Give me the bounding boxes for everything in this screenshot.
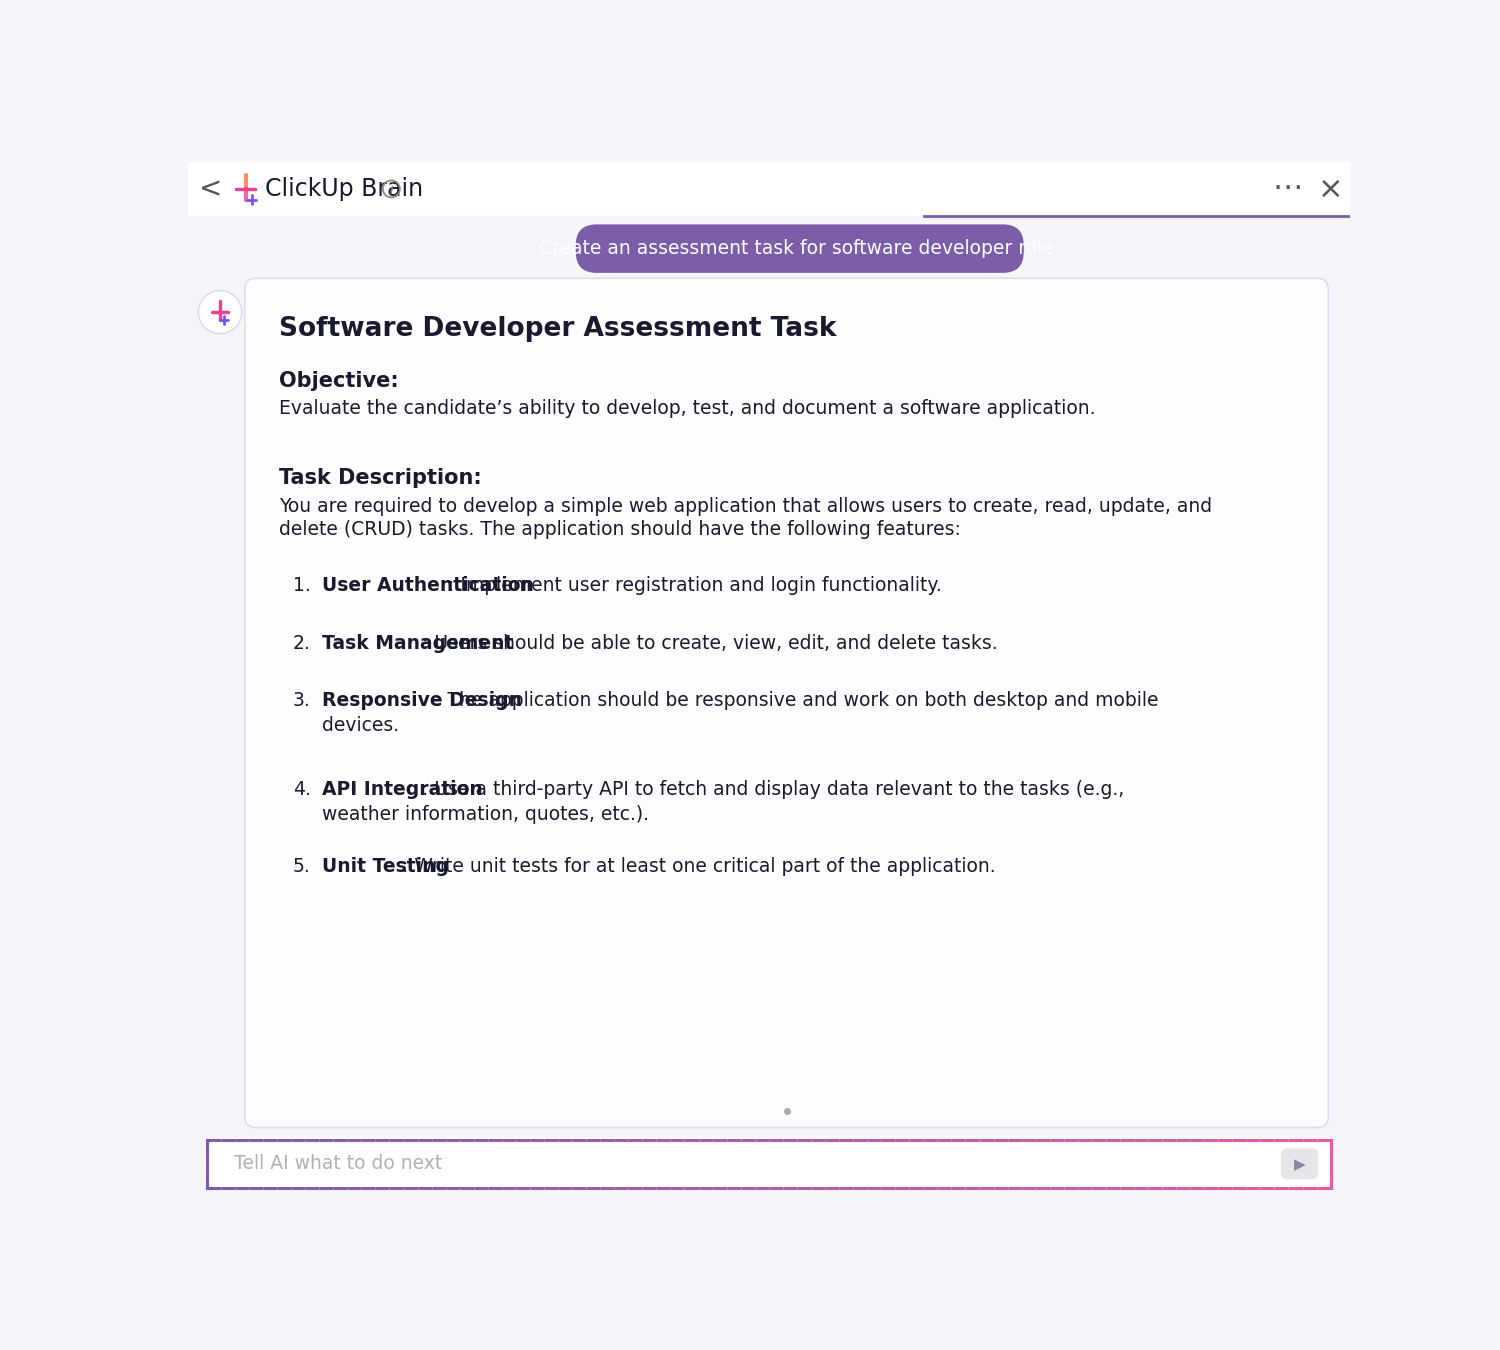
FancyBboxPatch shape (244, 278, 1329, 1127)
Text: ▶: ▶ (1293, 1157, 1305, 1172)
Text: 4.: 4. (292, 780, 310, 799)
Text: Unit Testing: Unit Testing (321, 857, 448, 876)
Text: 2.: 2. (292, 633, 310, 653)
Text: Software Developer Assessment Task: Software Developer Assessment Task (279, 316, 837, 342)
Text: devices.: devices. (321, 716, 399, 736)
FancyBboxPatch shape (576, 224, 1023, 273)
Text: Objective:: Objective: (279, 371, 399, 392)
Text: You are required to develop a simple web application that allows users to create: You are required to develop a simple web… (279, 497, 1212, 516)
Text: User Authentication: User Authentication (321, 576, 534, 595)
Text: Task Management: Task Management (321, 633, 513, 653)
Text: 5.: 5. (292, 857, 310, 876)
Text: 1.: 1. (292, 576, 310, 595)
Text: delete (CRUD) tasks. The application should have the following features:: delete (CRUD) tasks. The application sho… (279, 520, 962, 539)
Text: <: < (200, 176, 222, 202)
Text: Tell AI what to do next: Tell AI what to do next (234, 1154, 442, 1173)
Text: Create an assessment task for software developer role.: Create an assessment task for software d… (540, 239, 1060, 258)
Text: : Users should be able to create, view, edit, and delete tasks.: : Users should be able to create, view, … (422, 633, 998, 653)
Text: 3.: 3. (292, 691, 310, 710)
Text: Evaluate the candidate’s ability to develop, test, and document a software appli: Evaluate the candidate’s ability to deve… (279, 398, 1095, 418)
Text: ClickUp Brain: ClickUp Brain (266, 177, 423, 201)
FancyBboxPatch shape (1281, 1149, 1318, 1179)
Text: : Implement user registration and login functionality.: : Implement user registration and login … (448, 576, 942, 595)
Text: API Integration: API Integration (321, 780, 483, 799)
Text: Responsive Design: Responsive Design (321, 691, 522, 710)
Text: i: i (390, 182, 393, 197)
Text: Task Description:: Task Description: (279, 467, 482, 487)
Circle shape (198, 290, 242, 333)
Text: : Use a third-party API to fetch and display data relevant to the tasks (e.g.,: : Use a third-party API to fetch and dis… (422, 780, 1124, 799)
Text: : The application should be responsive and work on both desktop and mobile: : The application should be responsive a… (435, 691, 1158, 710)
Text: ×: × (1318, 174, 1344, 204)
Text: ⋯: ⋯ (1272, 174, 1304, 204)
Text: weather information, quotes, etc.).: weather information, quotes, etc.). (321, 805, 648, 823)
FancyBboxPatch shape (204, 1138, 1334, 1189)
Text: : Write unit tests for at least one critical part of the application.: : Write unit tests for at least one crit… (402, 857, 994, 876)
FancyBboxPatch shape (188, 162, 1350, 216)
